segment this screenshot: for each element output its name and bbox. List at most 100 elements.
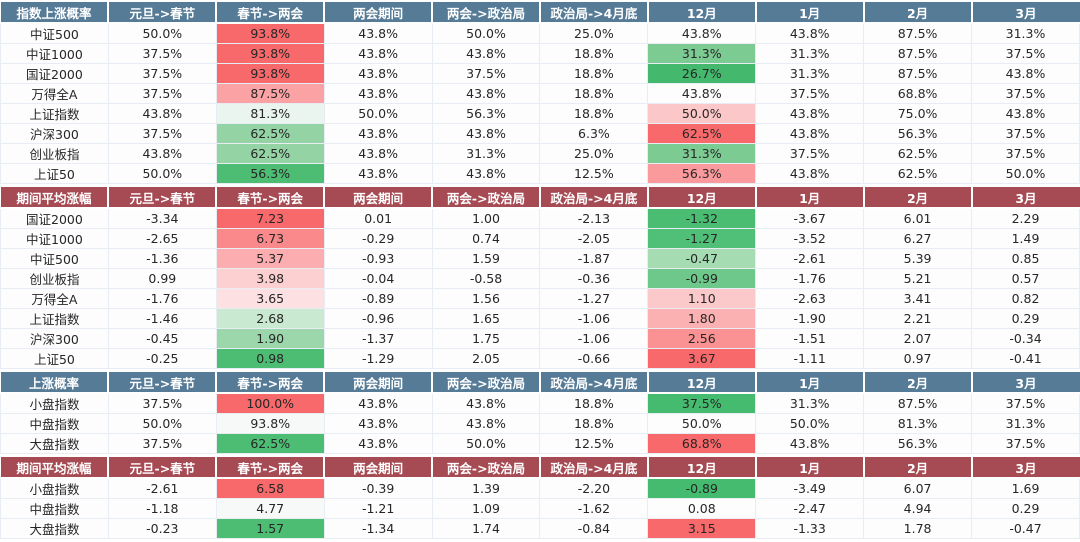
value-cell: 2.07: [863, 328, 973, 349]
value-cell: -1.32: [647, 207, 757, 229]
value-cell: -1.37: [323, 328, 433, 349]
value-cell: 43.8%: [647, 22, 757, 44]
value-cell: 1.39: [431, 477, 541, 499]
value-cell: 31.3%: [971, 413, 1080, 434]
row-label: 小盘指数: [0, 477, 109, 499]
value-cell: -0.25: [107, 348, 217, 369]
column-header: 元旦->春节: [108, 372, 218, 394]
value-cell: 37.5%: [107, 123, 217, 144]
value-cell: 1.57: [215, 518, 325, 539]
row-label: 万得全A: [0, 83, 109, 104]
value-cell: 68.8%: [647, 433, 757, 454]
table-row: 上证50 -0.25 0.98 -1.29 2.05 -0.66 3.67 -1.11 0.97…: [0, 348, 1080, 369]
value-cell: 75.0%: [863, 103, 973, 124]
value-cell: 56.3%: [215, 163, 325, 184]
value-cell: 7.23: [215, 207, 325, 229]
value-cell: 81.3%: [215, 103, 325, 124]
table-row: 小盘指数 37.5% 100.0% 43.8% 43.8% 18.8% 37.5% 31.3%…: [0, 392, 1080, 414]
row-label: 中证1000: [0, 228, 109, 249]
value-cell: 0.82: [971, 288, 1080, 309]
value-cell: -0.04: [323, 268, 433, 289]
value-cell: 50.0%: [107, 22, 217, 44]
value-cell: 43.8%: [431, 392, 541, 414]
value-cell: 1.90: [215, 328, 325, 349]
value-cell: 93.8%: [215, 22, 325, 44]
value-cell: 1.00: [431, 207, 541, 229]
value-cell: -0.58: [431, 268, 541, 289]
value-cell: 43.8%: [323, 123, 433, 144]
value-cell: 43.8%: [323, 63, 433, 84]
row-label: 国证2000: [0, 207, 109, 229]
value-cell: -1.76: [107, 288, 217, 309]
value-cell: 2.68: [215, 308, 325, 329]
value-cell: 1.59: [431, 248, 541, 269]
value-cell: 37.5%: [971, 123, 1080, 144]
column-header: 两会期间: [324, 457, 434, 479]
value-cell: 43.8%: [323, 163, 433, 184]
index-up-probability-table: 指数上涨概率 元旦->春节 春节->两会 两会期间 两会->政治局 政治局->4月底 12月…: [0, 2, 1080, 184]
value-cell: 62.5%: [863, 143, 973, 164]
column-header: 春节->两会: [216, 2, 326, 24]
column-header: 两会->政治局: [432, 372, 541, 394]
value-cell: -0.47: [971, 518, 1080, 539]
row-label: 中证1000: [0, 43, 109, 64]
value-cell: 3.98: [215, 268, 325, 289]
value-cell: 1.56: [431, 288, 541, 309]
row-label: 中盘指数: [0, 498, 109, 519]
value-cell: 43.8%: [323, 392, 433, 414]
value-cell: 0.85: [971, 248, 1080, 269]
column-header: 元旦->春节: [108, 187, 218, 209]
value-cell: -0.89: [647, 477, 757, 499]
value-cell: 6.3%: [539, 123, 649, 144]
value-cell: 1.09: [431, 498, 541, 519]
section-title: 期间平均涨幅: [0, 187, 110, 209]
value-cell: 87.5%: [215, 83, 325, 104]
value-cell: 37.5%: [107, 392, 217, 414]
value-cell: 62.5%: [215, 123, 325, 144]
column-header: 两会期间: [324, 372, 434, 394]
value-cell: 43.8%: [323, 43, 433, 64]
row-label: 上证指数: [0, 308, 109, 329]
value-cell: 37.5%: [107, 63, 217, 84]
column-header: 1月: [755, 2, 865, 24]
value-cell: 31.3%: [755, 43, 865, 64]
value-cell: -1.90: [755, 308, 865, 329]
value-cell: -2.63: [755, 288, 865, 309]
value-cell: 43.8%: [323, 413, 433, 434]
value-cell: 37.5%: [647, 392, 757, 414]
value-cell: 43.8%: [755, 433, 865, 454]
value-cell: 18.8%: [539, 392, 649, 414]
value-cell: 93.8%: [215, 63, 325, 84]
value-cell: 26.7%: [647, 63, 757, 84]
row-label: 小盘指数: [0, 392, 109, 414]
value-cell: -0.84: [539, 518, 649, 539]
value-cell: 18.8%: [539, 43, 649, 64]
value-cell: 43.8%: [323, 83, 433, 104]
row-label: 上证50: [0, 348, 109, 369]
value-cell: 37.5%: [971, 433, 1080, 454]
table-row: 创业板指 43.8% 62.5% 43.8% 31.3% 25.0% 31.3% 37.5% 6…: [0, 143, 1080, 164]
column-header: 元旦->春节: [108, 2, 218, 24]
table-row: 中证500 50.0% 93.8% 43.8% 50.0% 25.0% 43.8% 43.8%…: [0, 22, 1080, 44]
value-cell: -0.99: [647, 268, 757, 289]
value-cell: 2.21: [863, 308, 973, 329]
value-cell: 1.10: [647, 288, 757, 309]
value-cell: -1.51: [755, 328, 865, 349]
table-row: 大盘指数 37.5% 62.5% 43.8% 50.0% 12.5% 68.8% 43.8% 5…: [0, 433, 1080, 454]
value-cell: 31.3%: [755, 63, 865, 84]
value-cell: -2.65: [107, 228, 217, 249]
value-cell: 31.3%: [431, 143, 541, 164]
value-cell: 0.99: [107, 268, 217, 289]
value-cell: -2.05: [539, 228, 649, 249]
column-header: 1月: [755, 187, 865, 209]
column-header: 12月: [647, 457, 757, 479]
value-cell: 43.8%: [107, 143, 217, 164]
section-title: 上涨概率: [0, 372, 110, 394]
value-cell: 0.98: [215, 348, 325, 369]
value-cell: 43.8%: [755, 163, 865, 184]
value-cell: -1.27: [539, 288, 649, 309]
column-header: 春节->两会: [216, 457, 326, 479]
value-cell: 6.27: [863, 228, 973, 249]
value-cell: -2.13: [539, 207, 649, 229]
value-cell: -1.87: [539, 248, 649, 269]
